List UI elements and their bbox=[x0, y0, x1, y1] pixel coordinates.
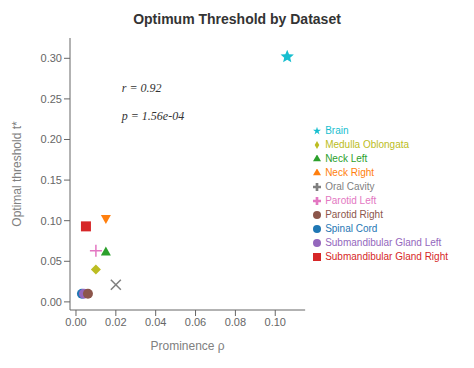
html-text:Neck Left: Neck Left bbox=[325, 153, 368, 164]
html-text:Optimum Threshold by Dataset: Optimum Threshold by Dataset bbox=[133, 11, 341, 27]
svg-text:0.00: 0.00 bbox=[41, 296, 62, 308]
svg-text:Prominence ρ: Prominence ρ bbox=[150, 339, 224, 353]
html-text:Spinal Cord: Spinal Cord bbox=[325, 223, 378, 234]
svg-text:0.20: 0.20 bbox=[41, 133, 62, 145]
svg-text:0.30: 0.30 bbox=[41, 52, 62, 64]
svg-text:0.25: 0.25 bbox=[41, 93, 62, 105]
svg-text:r = 0.92: r = 0.92 bbox=[122, 81, 162, 95]
html-text:Neck Right: Neck Right bbox=[325, 167, 374, 178]
svg-text:p = 1.56e-04: p = 1.56e-04 bbox=[121, 109, 184, 123]
html-text:Parotid Right: Parotid Right bbox=[325, 209, 383, 220]
html-text:Parotid Left: Parotid Left bbox=[325, 195, 377, 206]
svg-text:0.15: 0.15 bbox=[41, 174, 62, 186]
html-text:Medulla Oblongata: Medulla Oblongata bbox=[325, 139, 410, 150]
svg-text:0.02: 0.02 bbox=[105, 316, 126, 328]
svg-text:0.10: 0.10 bbox=[41, 215, 62, 227]
html-text:Brain: Brain bbox=[325, 125, 349, 136]
html-text:Submandibular Gland Left: Submandibular Gland Left bbox=[325, 237, 442, 248]
html-text:Oral Cavity: Oral Cavity bbox=[325, 181, 375, 192]
svg-text:0.04: 0.04 bbox=[145, 316, 166, 328]
svg-text:0.05: 0.05 bbox=[41, 255, 62, 267]
svg-text:0.00: 0.00 bbox=[65, 316, 86, 328]
svg-text:0.08: 0.08 bbox=[225, 316, 246, 328]
svg-text:0.06: 0.06 bbox=[185, 316, 206, 328]
svg-text:Optimal threshold t*: Optimal threshold t* bbox=[10, 121, 24, 227]
html-text:Submandibular Gland Right: Submandibular Gland Right bbox=[325, 251, 448, 262]
svg-text:0.10: 0.10 bbox=[265, 316, 286, 328]
